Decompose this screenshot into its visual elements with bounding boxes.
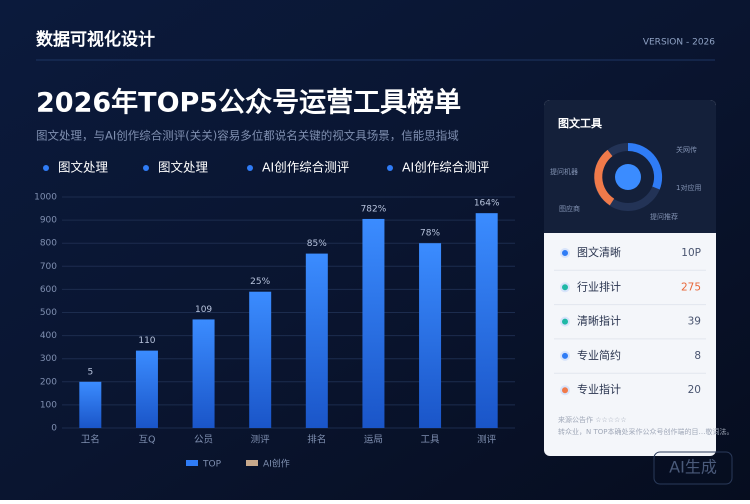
- item-value: 10P: [681, 247, 701, 259]
- item-label: 行业排计: [577, 279, 621, 293]
- item-label: 专业简约: [577, 348, 621, 362]
- y-tick-label: 500: [40, 308, 57, 318]
- bar-label: 78%: [420, 229, 440, 239]
- brand: 数据可视化设计: [36, 29, 155, 50]
- item-dot: [560, 282, 570, 293]
- item-dot: [560, 350, 570, 361]
- y-tick-label: 300: [40, 354, 57, 364]
- title: 2026年TOP5公众号运营工具榜单: [36, 87, 461, 119]
- donut-arc: [594, 149, 615, 206]
- bar: [419, 243, 442, 428]
- bar-label: 782%: [361, 204, 387, 214]
- bar: [135, 350, 158, 428]
- filter-label: AI创作综合测评: [402, 160, 489, 175]
- bar: [305, 253, 328, 428]
- donut-label: 关网传: [676, 145, 697, 154]
- y-tick-label: 0: [51, 424, 57, 434]
- bar: [192, 319, 215, 428]
- bar-label: 164%: [474, 199, 500, 209]
- x-tick-label: 运局: [364, 435, 383, 446]
- donut-label: 1对应用: [676, 183, 701, 192]
- panel-list: 图文清晰 10P 行业排计 275 清晰指计 39 专业简约 8 专业指计 20: [554, 245, 706, 396]
- y-tick-label: 600: [40, 285, 57, 295]
- item-dot: [560, 248, 570, 258]
- legend-swatch: [246, 460, 258, 466]
- x-tick-label: 公员: [194, 435, 213, 446]
- item-value: 39: [688, 316, 701, 328]
- donut: [594, 142, 663, 211]
- filter-label: 图文处理: [158, 160, 209, 175]
- y-tick-label: 900: [40, 216, 57, 226]
- item-dot: [560, 385, 570, 396]
- bar: [475, 213, 498, 428]
- filter-dot: [43, 165, 49, 171]
- x-tick-label: 测评: [477, 435, 497, 446]
- item-label: 清晰指计: [577, 314, 621, 328]
- donut-label: 提问推荐: [650, 212, 678, 221]
- item-value: 8: [694, 350, 701, 362]
- y-tick-label: 200: [40, 377, 57, 387]
- item-value: 20: [688, 384, 701, 396]
- bar-label: 85%: [307, 239, 327, 249]
- legend-swatch: [186, 460, 198, 466]
- filter-dot: [143, 165, 149, 171]
- y-tick-label: 400: [40, 331, 57, 341]
- item-dot: [560, 316, 570, 327]
- donut-label: 提问机器: [550, 167, 578, 176]
- watermark-box: [653, 451, 733, 485]
- x-tick-label: 卫名: [81, 434, 100, 446]
- panel-title: 图文工具: [558, 116, 602, 130]
- filter-dot: [387, 165, 393, 171]
- bar-chart: 0 100 200 300 400 500 600 700 800 900 1000 卫名 5 互Q 110…: [34, 193, 515, 470]
- x-tick-label: 工具: [421, 435, 441, 446]
- bar: [249, 291, 272, 428]
- bar: [79, 381, 102, 428]
- legend-label: AI创作: [263, 458, 290, 470]
- bar-label: 110: [138, 336, 155, 346]
- filter-label: 图文处理: [58, 160, 109, 175]
- y-tick-label: 700: [40, 262, 57, 272]
- bar: [362, 218, 385, 428]
- bar-label: 5: [87, 367, 93, 377]
- item-label: 图文清晰: [577, 245, 621, 259]
- bar-label: 109: [195, 305, 212, 315]
- legend-label: TOP: [202, 460, 222, 470]
- donut-arc: [627, 142, 663, 190]
- subtitle: 图文处理，与AI创作综合测评(关关)容易多位都说名关键的视文具场景，信能思指域: [36, 129, 459, 143]
- donut-center: [615, 164, 641, 190]
- donut-label: 图应商: [559, 204, 580, 213]
- x-tick-label: 互Q: [138, 435, 155, 446]
- filter-dot: [247, 165, 253, 171]
- bar-label: 25%: [250, 277, 270, 287]
- panel-footer: 转众业，N TOP本确处采作公众号创作端的目…敬词法。: [558, 427, 733, 436]
- y-tick-label: 1000: [34, 193, 57, 203]
- x-tick-label: 排名: [307, 434, 326, 446]
- version: VERSION - 2026: [643, 38, 715, 48]
- y-tick-label: 800: [40, 239, 57, 249]
- filter-label: AI创作综合测评: [262, 160, 349, 175]
- panel-footer: 来源公告作 ☆☆☆☆☆: [558, 415, 627, 424]
- watermark: AI生成: [669, 458, 717, 477]
- x-tick-label: 测评: [251, 435, 271, 446]
- y-tick-label: 100: [40, 400, 57, 410]
- item-value: 275: [681, 281, 701, 293]
- item-label: 专业指计: [577, 382, 621, 396]
- filter-row: 图文处理 图文处理 AI创作综合测评 AI创作综合测评: [43, 160, 489, 175]
